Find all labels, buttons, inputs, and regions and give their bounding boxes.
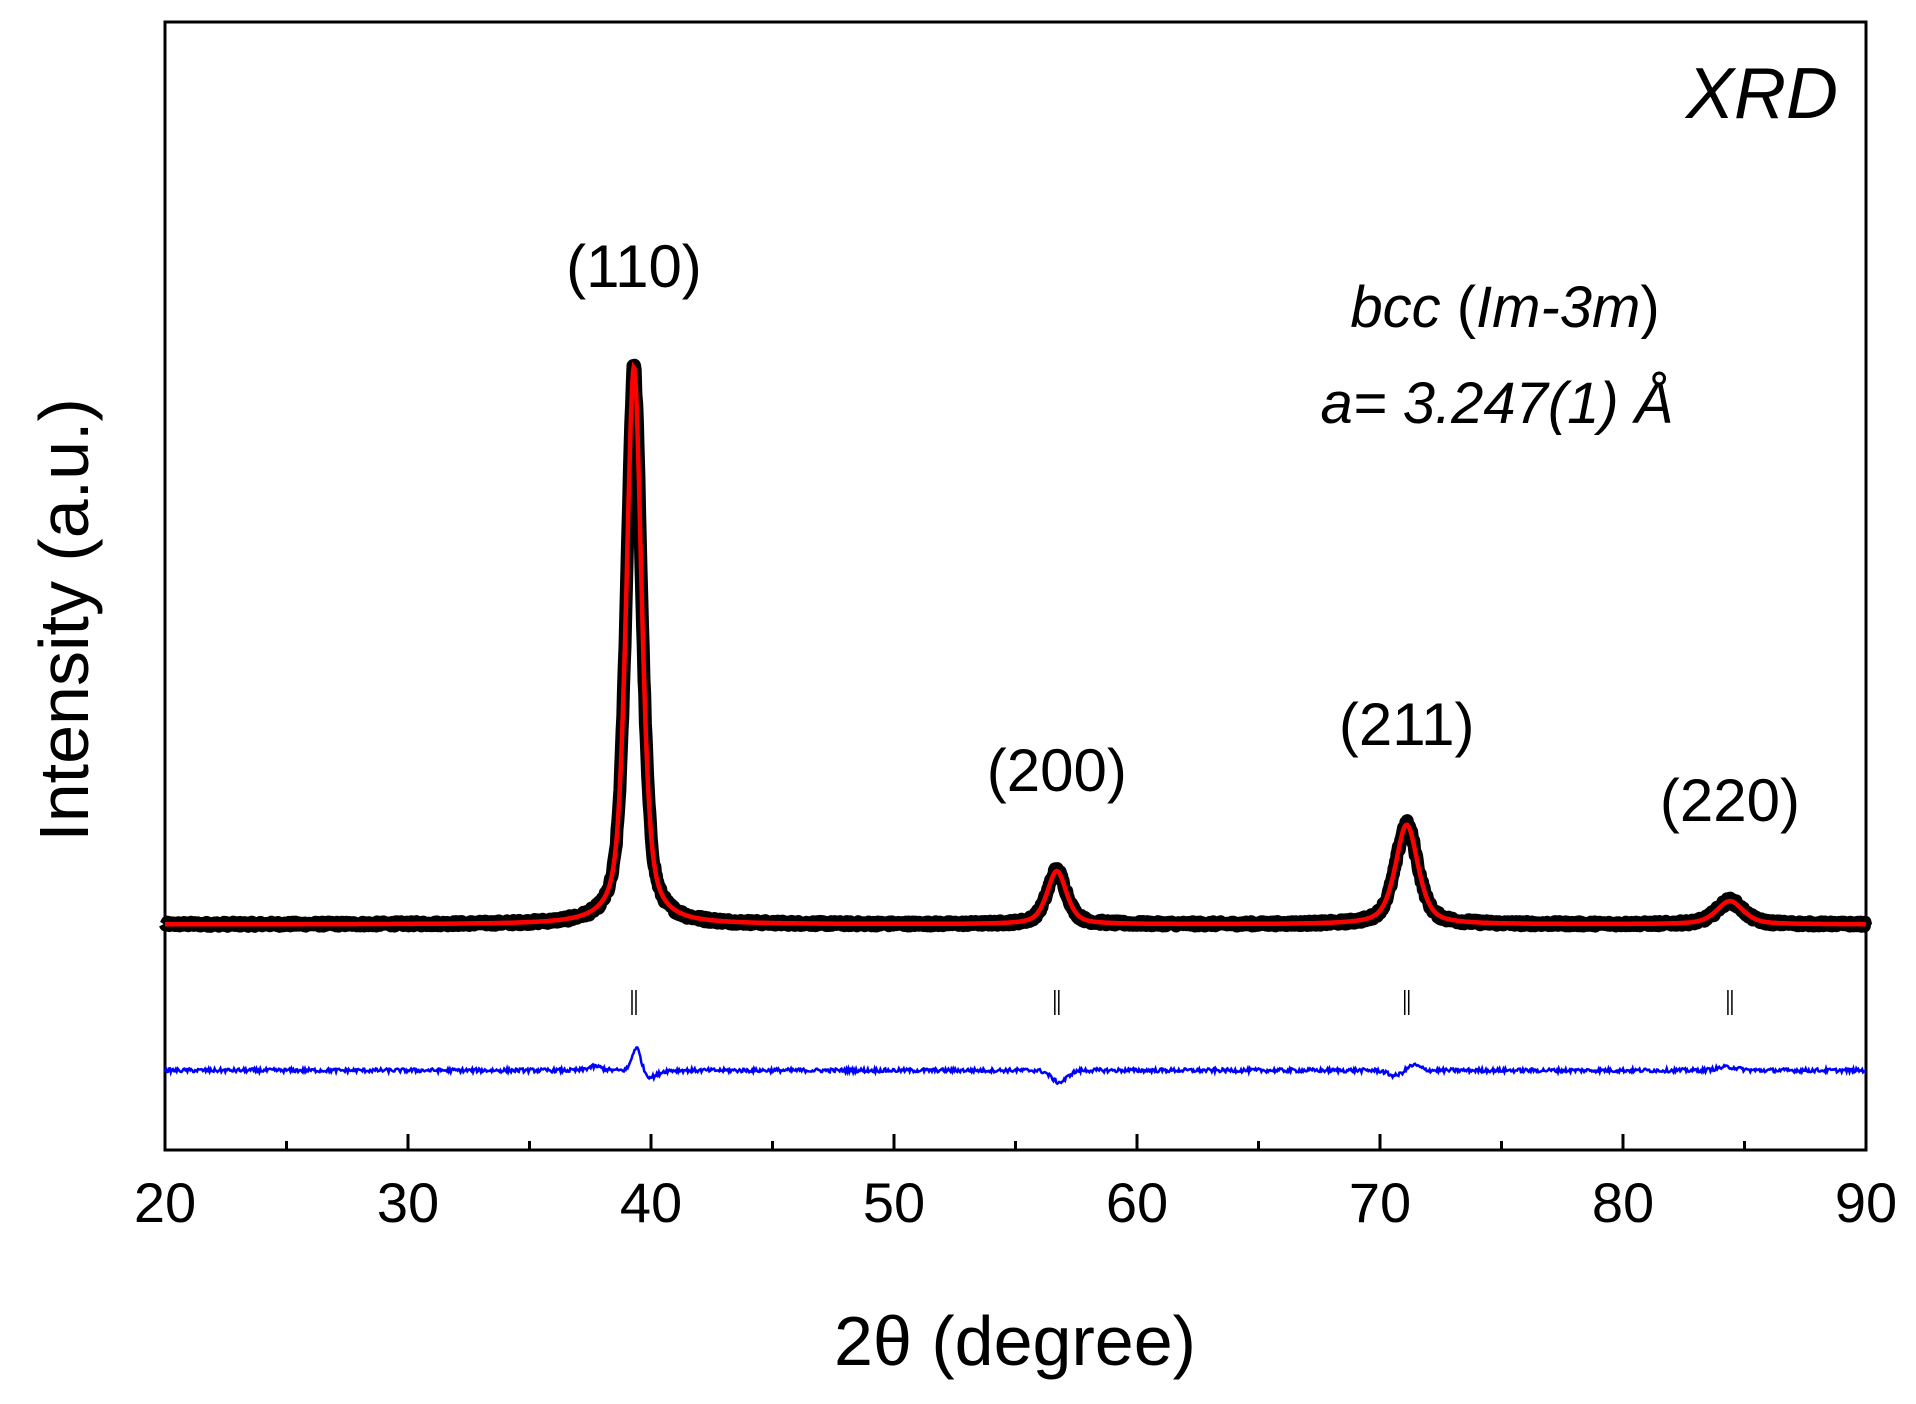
lattice-annotation: a= 3.247(1) Å xyxy=(1320,371,1673,436)
x-tick-label: 60 xyxy=(1106,1171,1168,1234)
x-tick-label: 30 xyxy=(377,1171,439,1234)
peak-label: (110) xyxy=(566,233,702,300)
bragg-tick xyxy=(1727,990,1733,1015)
plot-frame xyxy=(163,20,1868,1152)
x-axis-tick-labels: 20 30 40 50 60 70 80 90 xyxy=(134,1171,1897,1234)
x-tick-label: 70 xyxy=(1349,1171,1411,1234)
x-tick-label: 20 xyxy=(134,1171,196,1234)
bragg-tick xyxy=(1054,990,1060,1015)
x-tick-label: 50 xyxy=(863,1171,925,1234)
difference-series xyxy=(163,1046,1866,1086)
phase-annotation-part: ) xyxy=(1640,275,1659,340)
y-axis-label: Intensity (a.u.) xyxy=(25,398,103,842)
observed-line xyxy=(159,358,1873,933)
observed-series xyxy=(159,358,1873,933)
peak-label: (200) xyxy=(987,737,1127,804)
peak-labels: (110) (200) (211) (220) xyxy=(566,233,1800,834)
calculated-line xyxy=(165,361,1866,927)
panel-label: XRD xyxy=(1684,54,1838,134)
x-axis-ticks xyxy=(163,1134,1868,1150)
bragg-tick xyxy=(631,990,637,1015)
phase-annotation-part: Im-3m xyxy=(1476,275,1640,340)
calculated-series xyxy=(165,361,1866,927)
peak-label: (220) xyxy=(1660,767,1800,834)
x-tick-label: 80 xyxy=(1592,1171,1654,1234)
phase-annotation-part: ( xyxy=(1441,275,1476,340)
phase-annotation-part: bcc xyxy=(1350,275,1440,340)
difference-line xyxy=(163,1046,1866,1086)
peak-label: (211) xyxy=(1339,691,1475,758)
bragg-ticks xyxy=(631,990,1733,1015)
bragg-tick xyxy=(1403,990,1410,1015)
phase-annotation: bcc (Im-3m) xyxy=(1350,275,1659,340)
x-tick-label: 40 xyxy=(620,1171,682,1234)
x-tick-label: 90 xyxy=(1835,1171,1897,1234)
x-axis-label: 2θ (degree) xyxy=(834,1302,1196,1380)
